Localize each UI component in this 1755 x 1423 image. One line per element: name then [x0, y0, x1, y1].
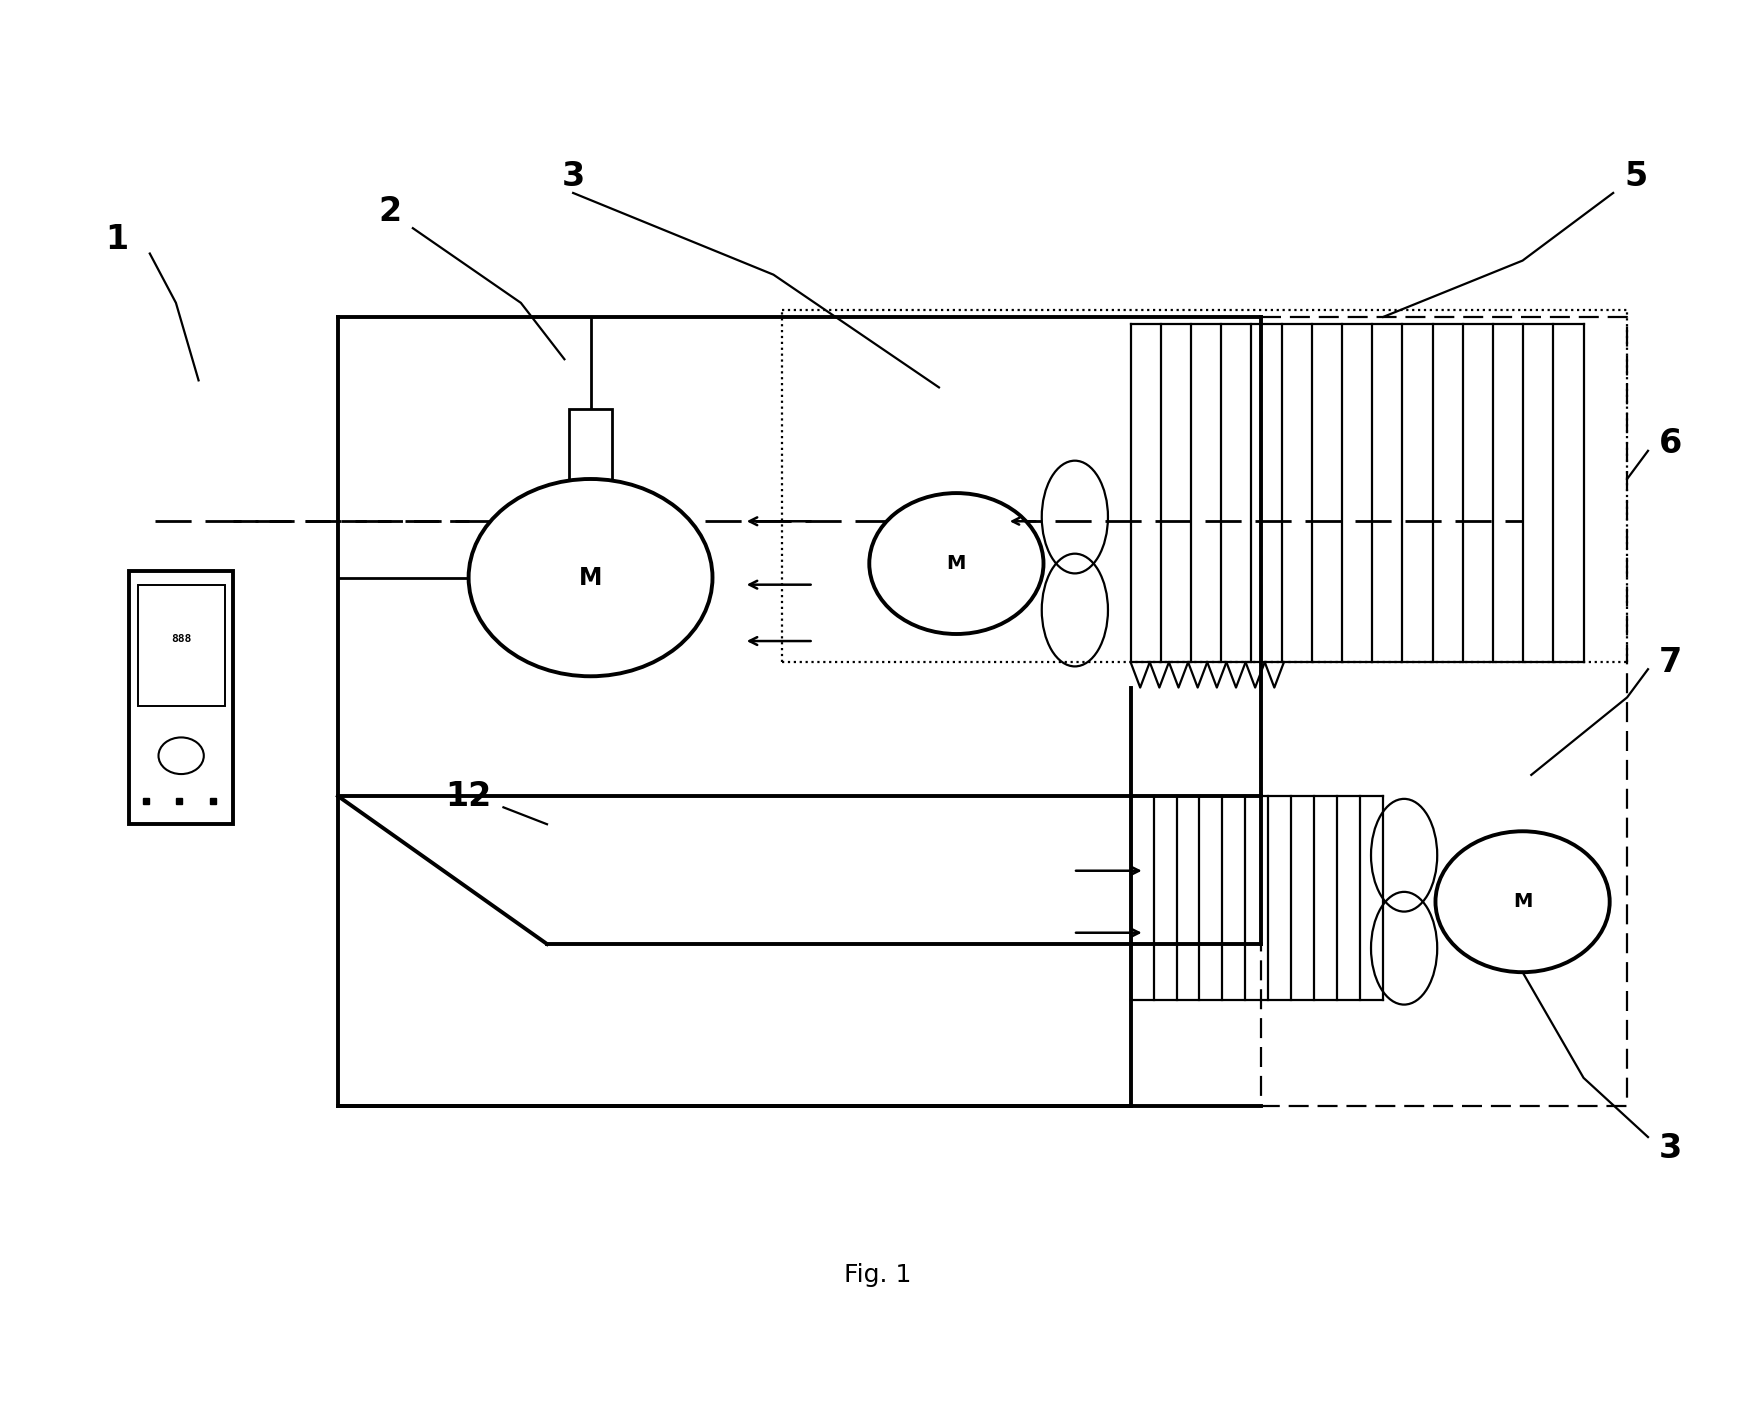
Text: M: M: [1513, 892, 1532, 911]
Circle shape: [469, 480, 713, 676]
Text: Fig. 1: Fig. 1: [844, 1264, 911, 1288]
Text: 888: 888: [170, 635, 191, 645]
Bar: [128, 571, 233, 824]
Circle shape: [1434, 831, 1609, 972]
Text: M: M: [579, 565, 602, 589]
Text: 7: 7: [1658, 646, 1681, 679]
Circle shape: [869, 494, 1042, 635]
Text: 2: 2: [379, 195, 402, 228]
Text: 3: 3: [1658, 1131, 1681, 1165]
Text: M: M: [946, 554, 965, 573]
Text: 5: 5: [1623, 159, 1646, 192]
Text: 12: 12: [446, 780, 491, 813]
Text: 3: 3: [562, 159, 584, 192]
Text: 6: 6: [1658, 427, 1681, 460]
Bar: [569, 408, 612, 494]
Text: 1: 1: [105, 223, 128, 256]
Bar: [137, 585, 225, 706]
